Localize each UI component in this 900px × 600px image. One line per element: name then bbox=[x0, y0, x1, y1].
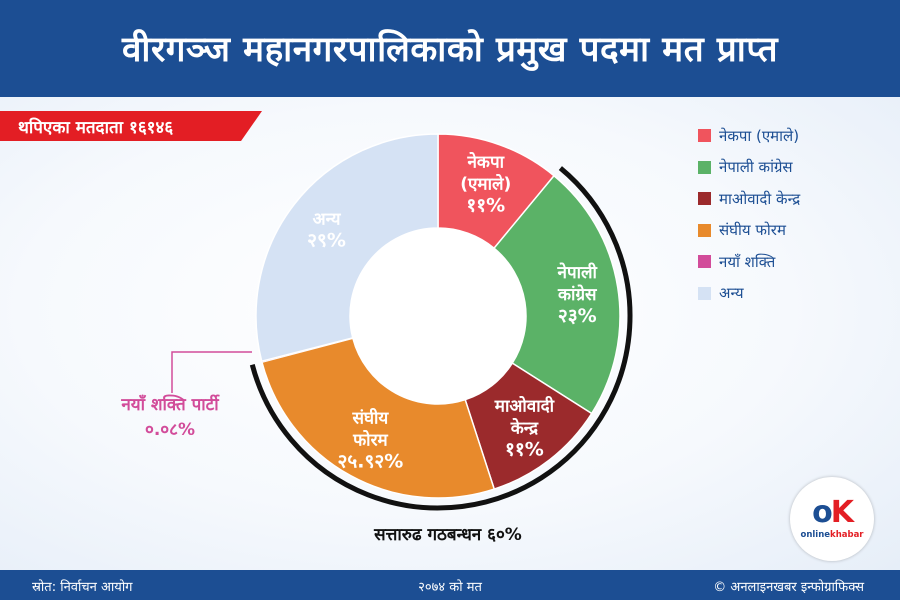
slice-label: केन्द्र bbox=[510, 417, 539, 438]
legend-item: संघीय फोरम bbox=[698, 215, 893, 247]
legend-label: नेपाली कांग्रेस bbox=[719, 158, 793, 177]
logo-mark: oK bbox=[812, 495, 854, 530]
legend-item: माओवादी केन्द्र bbox=[698, 183, 893, 215]
slice-label: (एमाले) bbox=[460, 173, 511, 194]
added-voters-tag: थपिएका मतदाता १६१४६ bbox=[0, 111, 262, 141]
slice-label: ११% bbox=[466, 194, 505, 216]
legend-label: अन्य bbox=[719, 284, 744, 303]
slice-label: कांग्रेस bbox=[557, 284, 598, 305]
title-bar: वीरगञ्ज महानगरपालिकाको प्रमुख पदमा मत प्… bbox=[0, 0, 900, 97]
slice-label: फोरम bbox=[352, 430, 388, 451]
legend-swatch bbox=[698, 160, 711, 174]
slice-label: माओवादी bbox=[494, 395, 555, 416]
donut-hole bbox=[350, 228, 526, 404]
legend-swatch bbox=[698, 129, 711, 143]
legend-item: नयाँ शक्ति bbox=[698, 246, 893, 278]
slice-label: नेकपा bbox=[466, 151, 504, 172]
coalition-bracket-arc bbox=[249, 166, 633, 511]
legend-label: माओवादी केन्द्र bbox=[719, 189, 801, 208]
small-slice-callout: नयाँ शक्ति पार्टी ०.०८% bbox=[90, 393, 250, 443]
logo-wordmark: onlinekhabar bbox=[800, 530, 864, 540]
footer-source: स्रोत: निर्वाचन आयोग bbox=[32, 580, 133, 595]
legend-item: नेकपा (एमाले) bbox=[698, 120, 893, 152]
slice-label: ११% bbox=[505, 438, 544, 460]
slice-label: २५.९२% bbox=[337, 451, 403, 473]
legend-item: नेपाली कांग्रेस bbox=[698, 152, 893, 184]
legend-label: संघीय फोरम bbox=[719, 221, 786, 240]
coalition-annotation: सत्तारुढ गठबन्धन ६०% bbox=[374, 525, 522, 545]
footer-year: २०७४ को मत bbox=[418, 580, 482, 595]
footer-credit: © अनलाइनखबर इन्फोग्राफिक्स bbox=[713, 580, 864, 595]
page-title: वीरगञ्ज महानगरपालिकाको प्रमुख पदमा मत प्… bbox=[121, 30, 779, 70]
onlinekhabar-logo: oK onlinekhabar bbox=[790, 477, 874, 561]
callout-value: ०.०८% bbox=[144, 420, 195, 440]
callout-name: नयाँ शक्ति पार्टी bbox=[121, 395, 219, 415]
legend-swatch bbox=[698, 223, 711, 237]
legend-swatch bbox=[698, 192, 711, 206]
legend: नेकपा (एमाले) नेपाली कांग्रेस माओवादी के… bbox=[698, 120, 893, 309]
legend-label: नयाँ शक्ति bbox=[719, 252, 776, 271]
slice-label: २९% bbox=[307, 230, 346, 252]
legend-item: अन्य bbox=[698, 278, 893, 310]
footer-bar: स्रोत: निर्वाचन आयोग २०७४ को मत © अनलाइन… bbox=[0, 570, 900, 600]
slice-label: २३% bbox=[558, 305, 597, 327]
slice-label: अन्य bbox=[313, 210, 342, 230]
slice-label: संघीय bbox=[351, 408, 389, 429]
legend-swatch bbox=[698, 255, 711, 269]
legend-swatch bbox=[698, 286, 711, 300]
legend-label: नेकपा (एमाले) bbox=[719, 126, 800, 145]
callout-leader-line bbox=[171, 351, 252, 393]
slice-label: नेपाली bbox=[557, 262, 598, 283]
